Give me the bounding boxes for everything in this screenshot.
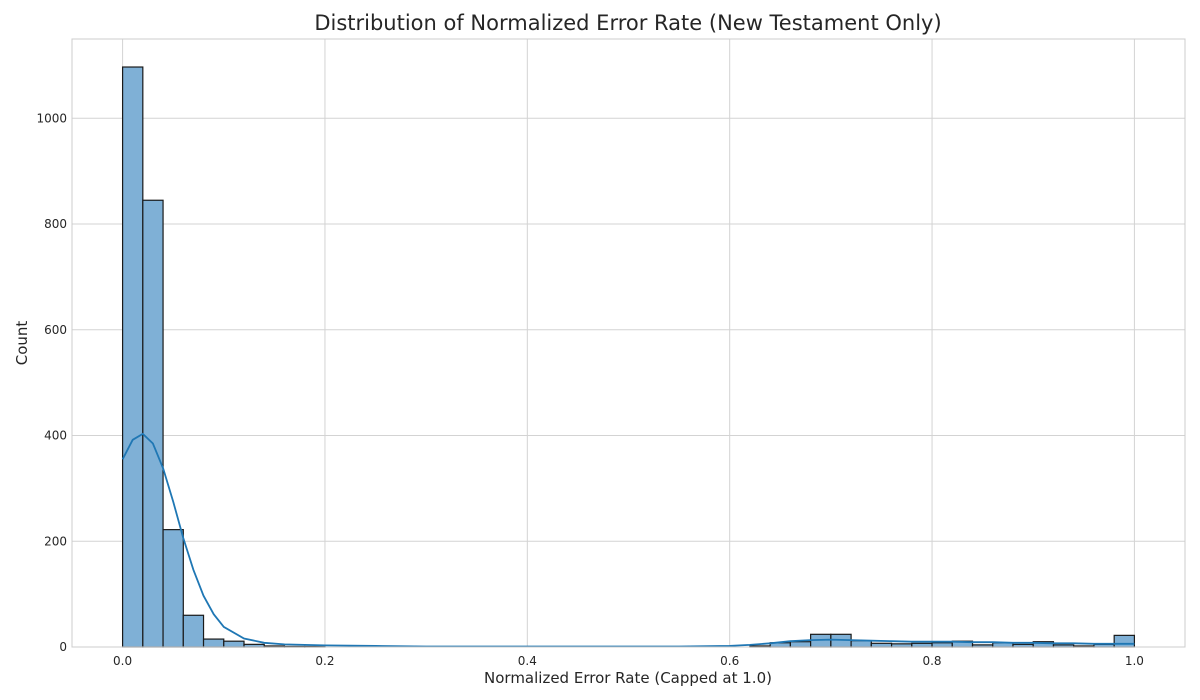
histogram-bar bbox=[223, 640, 245, 648]
bars-layer bbox=[121, 66, 1136, 648]
x-tick-label: 1.0 bbox=[1125, 654, 1144, 668]
histogram-bar bbox=[202, 638, 225, 648]
y-tick-label: 400 bbox=[44, 429, 67, 443]
x-tick-label: 0.8 bbox=[922, 654, 941, 668]
histogram-bar bbox=[931, 642, 953, 648]
y-tick-label: 1000 bbox=[36, 111, 67, 125]
histogram-bar bbox=[789, 641, 812, 648]
y-tick-label: 200 bbox=[44, 534, 67, 548]
x-tick-label: 0.0 bbox=[113, 654, 132, 668]
histogram-bar bbox=[870, 642, 893, 648]
histogram-bar bbox=[162, 529, 184, 648]
y-tick-label: 800 bbox=[44, 217, 67, 231]
y-tick-label: 0 bbox=[59, 640, 67, 654]
x-tick-label: 0.6 bbox=[720, 654, 739, 668]
kde-curve bbox=[121, 432, 1135, 648]
histogram-bar bbox=[182, 614, 205, 648]
y-tick-label: 600 bbox=[44, 323, 67, 337]
y-tick-labels: 0 200 400 600 800 1000 bbox=[36, 111, 67, 654]
histogram-bar bbox=[121, 66, 144, 648]
histogram-bar bbox=[911, 642, 933, 648]
grid-layer bbox=[72, 39, 1185, 648]
histogram-bar bbox=[850, 640, 872, 648]
plot-frame bbox=[71, 38, 1186, 648]
x-axis-label: Normalized Error Rate (Capped at 1.0) bbox=[484, 669, 772, 687]
y-axis-label: Count bbox=[13, 321, 31, 366]
chart-title: Distribution of Normalized Error Rate (N… bbox=[314, 11, 941, 35]
histogram-bar bbox=[1113, 634, 1136, 648]
x-tick-labels: 0.0 0.2 0.4 0.6 0.8 1.0 bbox=[113, 654, 1144, 668]
x-tick-label: 0.2 bbox=[315, 654, 334, 668]
x-tick-label: 0.4 bbox=[518, 654, 537, 668]
histogram-bar bbox=[142, 199, 164, 648]
